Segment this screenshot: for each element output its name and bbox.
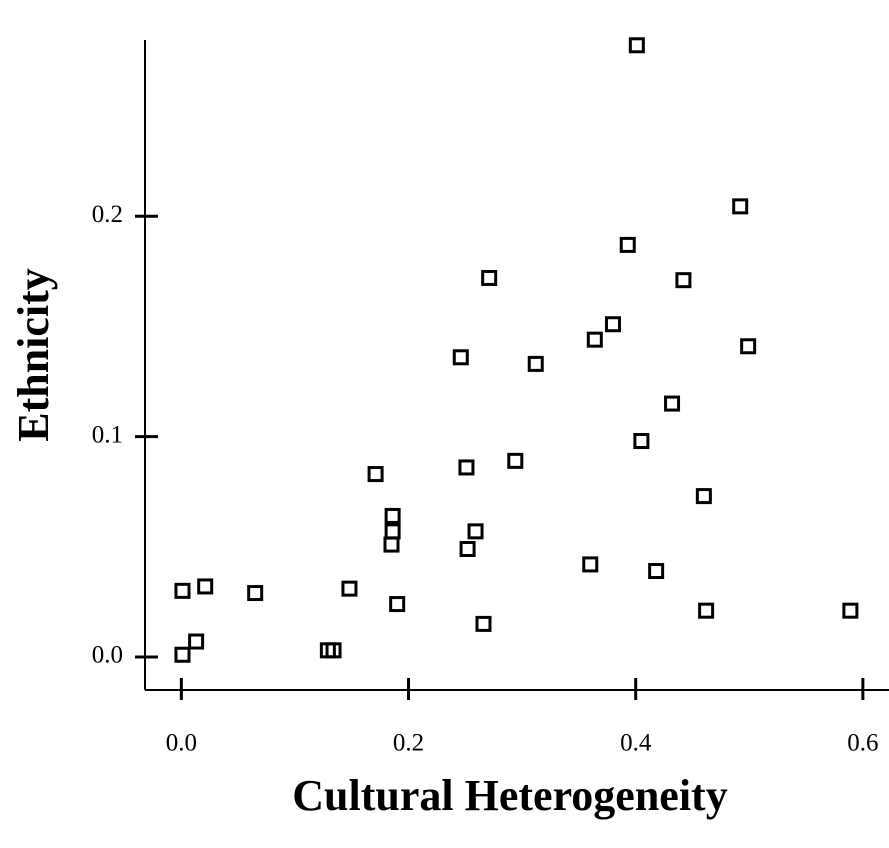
point (459, 540, 476, 557)
point (174, 582, 191, 599)
point (384, 523, 401, 540)
point (467, 523, 484, 540)
point (507, 452, 524, 469)
x-tick-label: 0.2 (393, 730, 424, 757)
point (188, 633, 205, 650)
point (197, 578, 214, 595)
point (604, 316, 621, 333)
point (732, 198, 749, 215)
point (586, 331, 603, 348)
y-axis-title: Ethnicity (9, 268, 58, 442)
point (389, 596, 406, 613)
point (633, 433, 650, 450)
x-axis-title: Cultural Heterogeneity (292, 771, 727, 820)
point (384, 507, 401, 524)
point (698, 602, 715, 619)
point (695, 488, 712, 505)
point (458, 459, 475, 476)
point (675, 272, 692, 289)
point (619, 236, 636, 253)
point (325, 642, 342, 659)
point (582, 556, 599, 573)
y-tick-label: 0.2 (92, 201, 123, 228)
point (527, 355, 544, 372)
y-tick-label: 0.1 (92, 421, 123, 448)
point (452, 349, 469, 366)
point (341, 580, 358, 597)
point (648, 563, 665, 580)
point (383, 536, 400, 553)
point (664, 395, 681, 412)
x-tick-label: 0.4 (620, 730, 652, 757)
point (628, 37, 645, 54)
point (367, 466, 384, 483)
x-tick-label: 0.6 (847, 730, 878, 757)
y-tick-label: 0.0 (92, 642, 123, 669)
point (475, 615, 492, 632)
point (481, 269, 498, 286)
point (842, 602, 859, 619)
x-tick-label: 0.0 (166, 730, 197, 757)
point (740, 338, 757, 355)
point (247, 585, 264, 602)
point (174, 646, 191, 663)
